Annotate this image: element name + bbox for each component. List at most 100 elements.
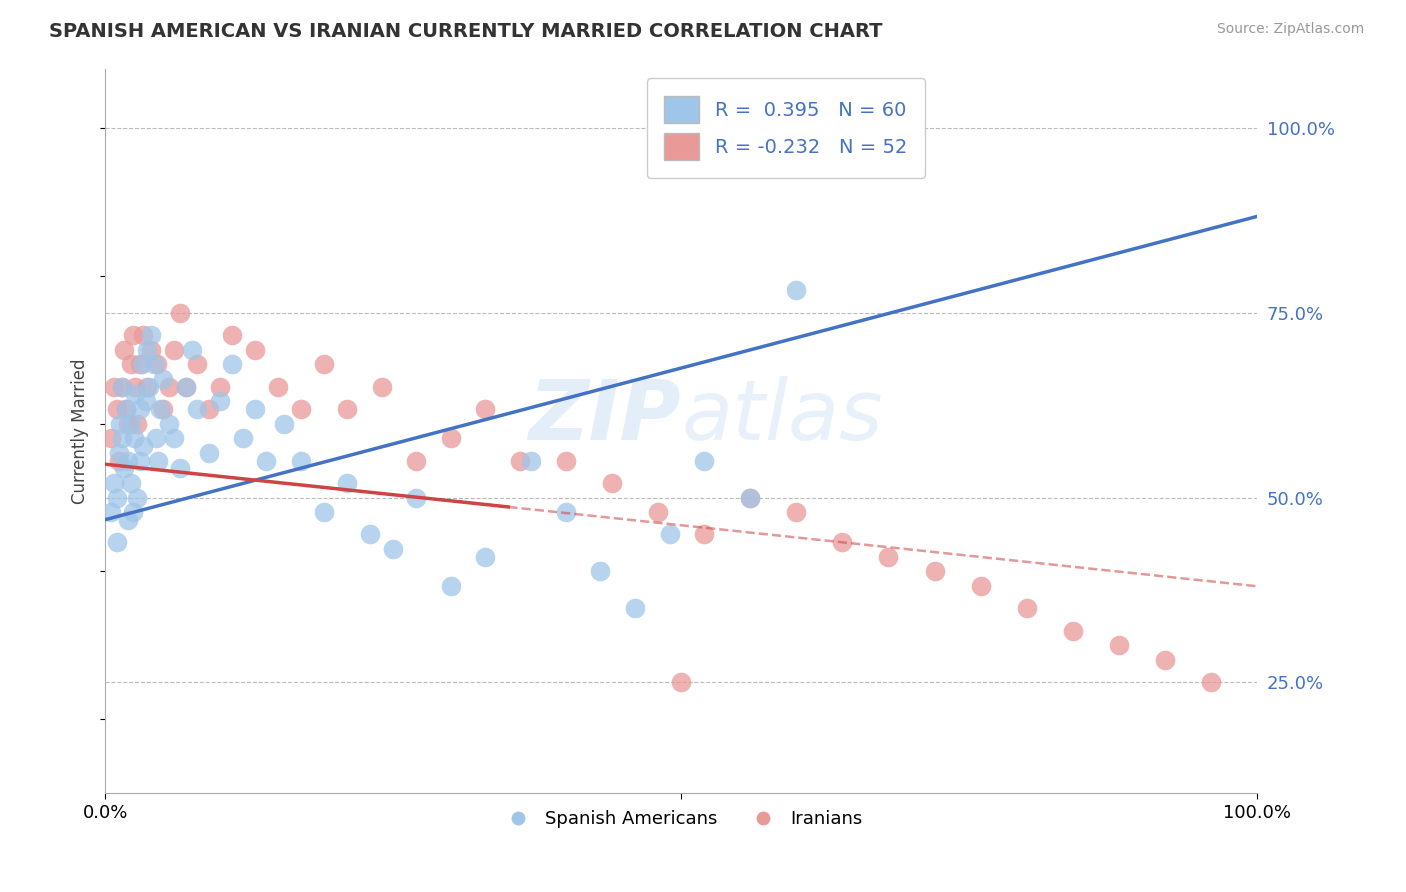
- Point: [115, 401, 138, 416]
- Point: [290, 453, 312, 467]
- Point: [152, 401, 174, 416]
- Point: [256, 453, 278, 467]
- Point: [600, 475, 623, 490]
- Point: [163, 343, 186, 357]
- Point: [121, 327, 143, 342]
- Point: [924, 565, 946, 579]
- Text: ZIP: ZIP: [529, 376, 681, 457]
- Point: [1108, 639, 1130, 653]
- Point: [785, 284, 807, 298]
- Point: [100, 431, 122, 445]
- Point: [124, 387, 146, 401]
- Point: [474, 401, 496, 416]
- Point: [131, 357, 153, 371]
- Point: [243, 401, 266, 416]
- Point: [831, 534, 853, 549]
- Point: [103, 475, 125, 490]
- Point: [157, 417, 180, 431]
- Point: [312, 357, 335, 371]
- Point: [509, 453, 531, 467]
- Point: [589, 565, 612, 579]
- Point: [740, 491, 762, 505]
- Point: [1015, 601, 1038, 615]
- Point: [658, 527, 681, 541]
- Point: [148, 453, 170, 467]
- Point: [146, 357, 169, 371]
- Point: [1154, 653, 1177, 667]
- Point: [127, 491, 149, 505]
- Point: [100, 505, 122, 519]
- Point: [169, 305, 191, 319]
- Point: [120, 357, 142, 371]
- Point: [370, 379, 392, 393]
- Point: [273, 417, 295, 431]
- Point: [169, 461, 191, 475]
- Point: [142, 357, 165, 371]
- Point: [124, 379, 146, 393]
- Point: [128, 357, 150, 371]
- Point: [117, 417, 139, 431]
- Point: [149, 401, 172, 416]
- Point: [555, 505, 578, 519]
- Point: [474, 549, 496, 564]
- Point: [127, 417, 149, 431]
- Point: [186, 401, 208, 416]
- Text: atlas: atlas: [681, 376, 883, 457]
- Point: [180, 343, 202, 357]
- Point: [243, 343, 266, 357]
- Point: [121, 505, 143, 519]
- Point: [108, 446, 131, 460]
- Point: [105, 491, 128, 505]
- Point: [209, 379, 232, 393]
- Point: [141, 327, 163, 342]
- Point: [174, 379, 197, 393]
- Text: Source: ZipAtlas.com: Source: ZipAtlas.com: [1216, 22, 1364, 37]
- Point: [135, 379, 157, 393]
- Point: [174, 379, 197, 393]
- Point: [693, 527, 716, 541]
- Point: [152, 372, 174, 386]
- Point: [740, 491, 762, 505]
- Point: [128, 453, 150, 467]
- Point: [115, 401, 138, 416]
- Point: [877, 549, 900, 564]
- Point: [693, 453, 716, 467]
- Point: [647, 505, 669, 519]
- Point: [111, 379, 134, 393]
- Point: [135, 343, 157, 357]
- Point: [555, 453, 578, 467]
- Point: [112, 461, 135, 475]
- Point: [669, 675, 692, 690]
- Point: [145, 431, 167, 445]
- Point: [117, 513, 139, 527]
- Legend: Spanish Americans, Iranians: Spanish Americans, Iranians: [494, 803, 869, 835]
- Point: [312, 505, 335, 519]
- Y-axis label: Currently Married: Currently Married: [72, 359, 89, 504]
- Point: [221, 327, 243, 342]
- Point: [221, 357, 243, 371]
- Point: [163, 431, 186, 445]
- Point: [969, 579, 991, 593]
- Point: [440, 431, 463, 445]
- Point: [108, 417, 131, 431]
- Point: [1062, 624, 1084, 638]
- Point: [359, 527, 381, 541]
- Point: [112, 343, 135, 357]
- Point: [186, 357, 208, 371]
- Point: [128, 401, 150, 416]
- Point: [336, 475, 359, 490]
- Point: [105, 534, 128, 549]
- Point: [290, 401, 312, 416]
- Point: [157, 379, 180, 393]
- Point: [132, 327, 155, 342]
- Text: SPANISH AMERICAN VS IRANIAN CURRENTLY MARRIED CORRELATION CHART: SPANISH AMERICAN VS IRANIAN CURRENTLY MA…: [49, 22, 883, 41]
- Point: [108, 453, 131, 467]
- Point: [336, 401, 359, 416]
- Point: [440, 579, 463, 593]
- Point: [111, 431, 134, 445]
- Point: [267, 379, 290, 393]
- Point: [120, 417, 142, 431]
- Point: [209, 394, 232, 409]
- Point: [122, 431, 145, 445]
- Point: [405, 453, 427, 467]
